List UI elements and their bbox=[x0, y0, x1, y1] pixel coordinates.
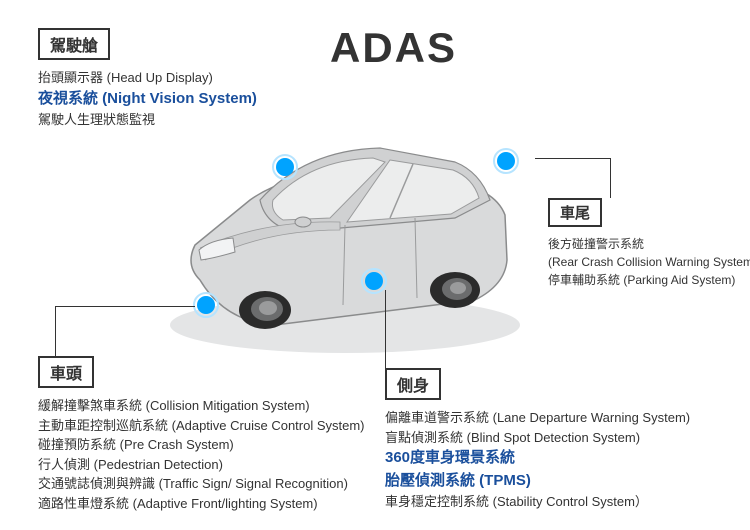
car-svg bbox=[155, 100, 535, 360]
sensor-dot bbox=[365, 272, 383, 290]
group-rear-list: 後方碰撞警示系統(Rear Crash Collision Warning Sy… bbox=[548, 235, 750, 289]
group-front-header: 車頭 bbox=[38, 356, 94, 388]
feature-item: 車身穩定控制系統 (Stability Control System） bbox=[385, 492, 690, 512]
feature-item: 360度車身環景系統 bbox=[385, 447, 690, 470]
feature-item: 駕駛人生理狀態監視 bbox=[38, 110, 257, 130]
group-cockpit: 駕駛艙 抬頭顯示器 (Head Up Display)夜視系統 (Night V… bbox=[38, 28, 257, 130]
feature-item: 後方碰撞警示系統 bbox=[548, 235, 750, 253]
feature-item: 胎壓偵測系統 (TPMS) bbox=[385, 470, 690, 493]
group-side: 側身 偏離車道警示系統 (Lane Departure Warning Syst… bbox=[385, 368, 690, 512]
feature-item: 碰撞預防系統 (Pre Crash System) bbox=[38, 435, 365, 455]
callout-line bbox=[55, 306, 195, 307]
group-cockpit-list: 抬頭顯示器 (Head Up Display)夜視系統 (Night Visio… bbox=[38, 68, 257, 130]
feature-item: 交通號誌偵測與辨識 (Traffic Sign/ Signal Recognit… bbox=[38, 474, 365, 494]
group-front: 車頭 緩解撞擊煞車系統 (Collision Mitigation System… bbox=[38, 356, 365, 513]
feature-item: 行人偵測 (Pedestrian Detection) bbox=[38, 455, 365, 475]
group-cockpit-header: 駕駛艙 bbox=[38, 28, 110, 60]
callout-line bbox=[610, 158, 611, 198]
feature-item: 緩解撞擊煞車系統 (Collision Mitigation System) bbox=[38, 396, 365, 416]
feature-item: 適路性車燈系統 (Adaptive Front/lighting System) bbox=[38, 494, 365, 514]
feature-item: 抬頭顯示器 (Head Up Display) bbox=[38, 68, 257, 88]
callout-line bbox=[385, 290, 386, 368]
callout-line bbox=[535, 158, 610, 159]
sensor-dot bbox=[497, 152, 515, 170]
sensor-dot bbox=[276, 158, 294, 176]
group-side-list: 偏離車道警示系統 (Lane Departure Warning System)… bbox=[385, 408, 690, 512]
main-title: ADAS bbox=[330, 24, 457, 72]
feature-item: (Rear Crash Collision Warning System) bbox=[548, 253, 750, 271]
car-illustration bbox=[155, 100, 535, 360]
sensor-dot bbox=[197, 296, 215, 314]
group-front-list: 緩解撞擊煞車系統 (Collision Mitigation System)主動… bbox=[38, 396, 365, 513]
group-side-header: 側身 bbox=[385, 368, 441, 400]
group-rear: 車尾 後方碰撞警示系統(Rear Crash Collision Warning… bbox=[548, 198, 750, 289]
feature-item: 主動車距控制巡航系統 (Adaptive Cruise Control Syst… bbox=[38, 416, 365, 436]
feature-item: 盲點偵測系統 (Blind Spot Detection System) bbox=[385, 428, 690, 448]
callout-line bbox=[55, 306, 56, 356]
feature-item: 停車輔助系統 (Parking Aid System) bbox=[548, 271, 750, 289]
feature-item: 偏離車道警示系統 (Lane Departure Warning System) bbox=[385, 408, 690, 428]
group-rear-header: 車尾 bbox=[548, 198, 602, 227]
feature-item: 夜視系統 (Night Vision System) bbox=[38, 88, 257, 111]
